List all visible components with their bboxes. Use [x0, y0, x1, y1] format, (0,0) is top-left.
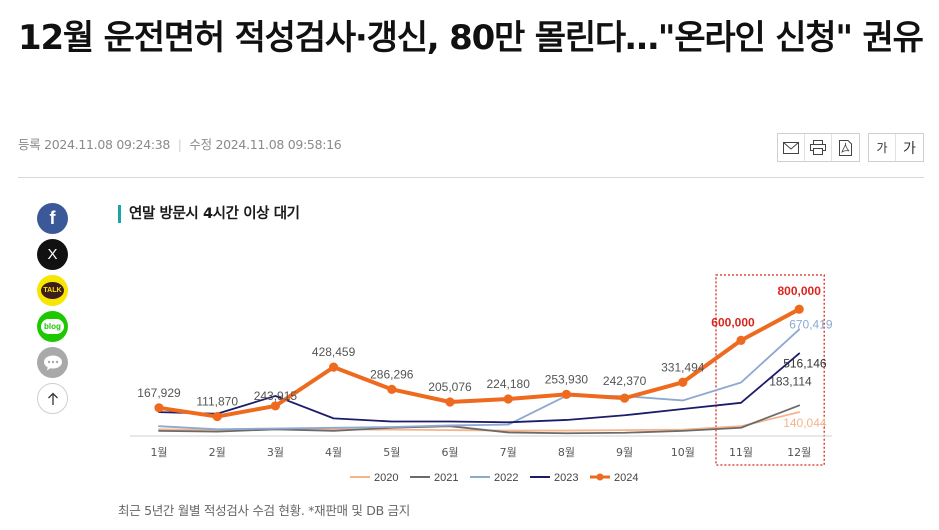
legend-label-2021: 2021 [434, 472, 458, 484]
legend-label-2024: 2024 [614, 472, 638, 484]
article-toolbar: 가 가 [777, 133, 924, 162]
legend-label-2023: 2023 [554, 472, 578, 484]
speech-bubble-icon [43, 355, 62, 370]
series-line-2024 [157, 307, 802, 419]
series-point-2024-5월 [387, 384, 397, 394]
data-label-12월-15: 140,044 [783, 416, 827, 430]
share-bar: f X TALK blog [37, 203, 68, 414]
font-decrease-button[interactable]: 가 [869, 134, 896, 161]
email-button[interactable] [778, 134, 805, 161]
scroll-top-button[interactable] [37, 383, 68, 414]
kakaotalk-label: TALK [43, 287, 62, 294]
x-tick-label-8월: 8월 [558, 446, 575, 459]
legend-label-2020: 2020 [374, 472, 398, 484]
x-tick-label-7월: 7월 [500, 446, 517, 459]
series-line-2021 [158, 404, 801, 435]
share-tools [777, 133, 860, 162]
x-share-button[interactable]: X [37, 239, 68, 270]
series-point-2024-8월 [561, 389, 571, 399]
series-point-2024-11월 [736, 335, 746, 345]
kakaotalk-icon: TALK [41, 282, 64, 299]
blog-share-button[interactable]: blog [37, 311, 68, 342]
figure-caption: 최근 5년간 월별 적성검사 수검 현황. *재판매 및 DB 금지 [118, 503, 410, 518]
article-meta: 등록 2024.11.08 09:24:38 | 수정 2024.11.08 0… [18, 134, 342, 153]
x-tick-label-12월: 12월 [787, 446, 811, 459]
pdf-icon [839, 139, 852, 156]
font-size-tools: 가 가 [868, 133, 924, 162]
data-label-12월-13: 516,146 [783, 356, 827, 370]
series-point-2024-1월 [154, 403, 164, 413]
data-label-6월-5: 205,076 [428, 380, 472, 394]
envelope-icon [783, 141, 799, 154]
series-point-2024-2월 [212, 411, 222, 422]
series-point-2024-3월 [270, 401, 280, 411]
meta-separator: | [177, 137, 182, 152]
kakaotalk-share-button[interactable]: TALK [37, 275, 68, 306]
data-label-3월-2: 243,915 [254, 389, 298, 403]
x-tick-label-11월: 11월 [729, 446, 753, 459]
data-label-5월-4: 286,296 [370, 367, 414, 381]
data-label-11월-10: 600,000 [711, 315, 755, 329]
data-label-2월-1: 111,870 [196, 395, 238, 409]
x-icon: X [47, 246, 58, 263]
series-point-2024-7월 [503, 394, 513, 404]
series-point-2024-4월 [329, 362, 339, 372]
legend-marker-2024 [596, 473, 604, 481]
data-label-12월-14: 183,114 [769, 374, 812, 388]
data-label-4월-3: 428,459 [312, 345, 356, 359]
x-tick-label-10월: 10월 [671, 446, 695, 459]
registered-label: 등록 [18, 137, 41, 152]
x-tick-label-9월: 9월 [616, 446, 633, 459]
comment-share-button[interactable] [37, 347, 68, 378]
highlight-box [715, 274, 825, 466]
data-label-1월-0: 167,929 [137, 386, 181, 400]
data-label-7월-6: 224,180 [487, 377, 531, 391]
x-tick-label-2월: 2월 [209, 446, 226, 459]
arrow-up-icon [47, 392, 58, 405]
font-increase-button[interactable]: 가 [896, 134, 923, 161]
data-label-10월-9: 331,494 [661, 360, 705, 374]
modified-label: 수정 [189, 137, 212, 152]
series-line-2023 [158, 352, 801, 424]
blog-icon: blog [41, 319, 64, 334]
facebook-icon: f [49, 208, 56, 228]
monthly-inspection-chart: 167,929 111,870 243,915 428,459 286,296 205,0… [130, 274, 833, 484]
series-point-2024-6월 [445, 397, 455, 407]
registered-time: 2024.11.08 09:24:38 [44, 137, 171, 152]
blog-label: blog [44, 322, 61, 331]
data-label-9월-8: 242,370 [603, 374, 647, 388]
facebook-share-button[interactable]: f [37, 203, 68, 234]
data-label-12월-11: 800,000 [778, 284, 822, 298]
series-point-2024-10월 [678, 377, 688, 387]
x-tick-label-3월: 3월 [267, 446, 284, 459]
modified-time: 2024.11.08 09:58:16 [215, 137, 342, 152]
header-divider [18, 177, 924, 178]
article-headline: 12월 운전면허 적성검사·갱신, 80만 몰린다…"온라인 신청" 권유 [18, 18, 924, 58]
pdf-button[interactable] [832, 134, 859, 161]
series-point-2024-12월 [794, 304, 804, 314]
chart-title: 연말 방문시 4시간 이상 대기 [118, 205, 300, 223]
x-tick-label-6월: 6월 [441, 446, 458, 459]
x-tick-label-5월: 5월 [383, 446, 400, 459]
print-button[interactable] [805, 134, 832, 161]
series-line-2022 [158, 328, 801, 431]
data-label-8월-7: 253,930 [545, 372, 589, 386]
printer-icon [810, 140, 826, 155]
x-tick-label-1월: 1월 [150, 446, 167, 459]
x-tick-label-4월: 4월 [325, 446, 342, 459]
series-point-2024-9월 [620, 393, 630, 403]
legend-label-2022: 2022 [494, 472, 518, 484]
data-label-12월-12: 670,419 [789, 317, 833, 331]
